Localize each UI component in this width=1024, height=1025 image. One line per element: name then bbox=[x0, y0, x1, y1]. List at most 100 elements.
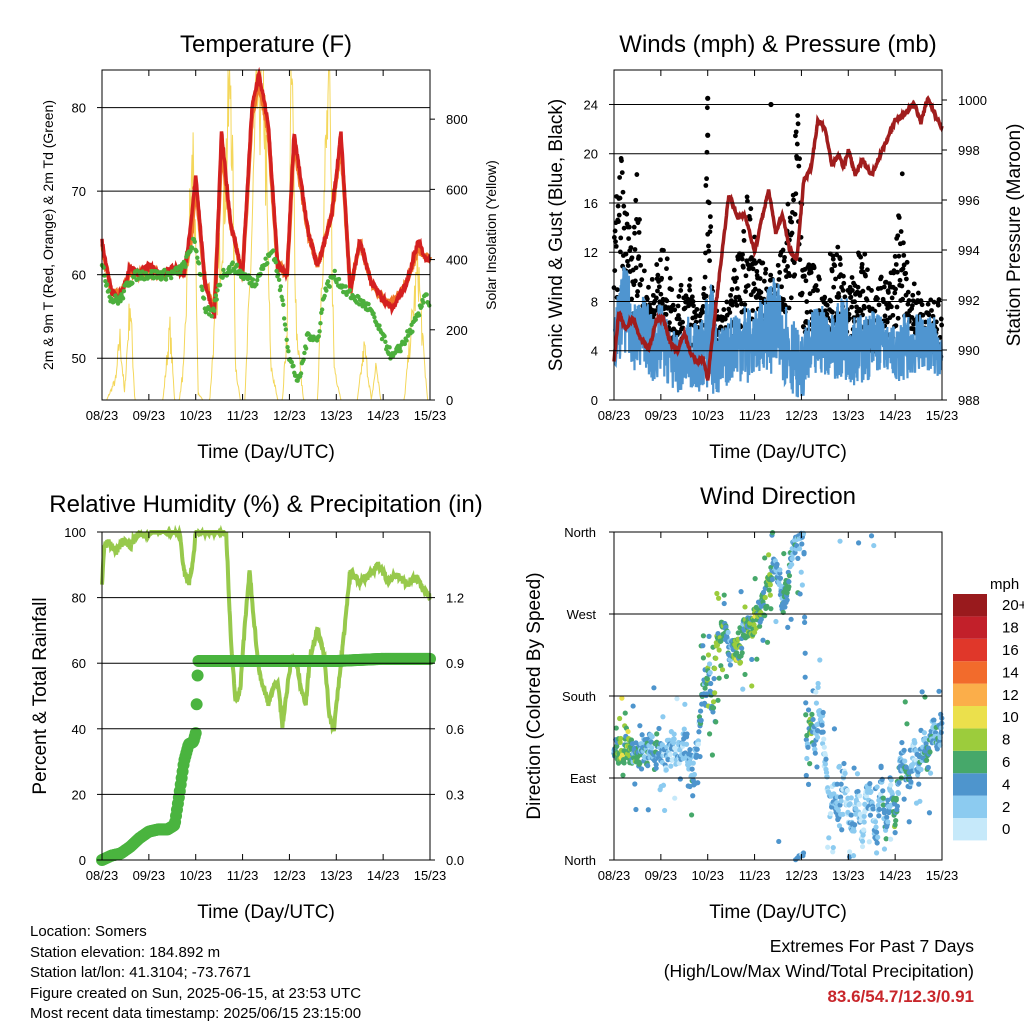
gust-point bbox=[705, 95, 711, 101]
gust-point bbox=[793, 129, 799, 135]
direction-point bbox=[861, 819, 867, 825]
dewpoint-point bbox=[211, 308, 217, 313]
direction-point bbox=[666, 737, 672, 743]
direction-point bbox=[785, 624, 791, 630]
gust-point bbox=[925, 301, 931, 307]
direction-point bbox=[651, 757, 658, 764]
gust-point bbox=[938, 316, 944, 322]
direction-point bbox=[714, 590, 720, 597]
gust-point bbox=[889, 295, 895, 301]
temperature-left-ticks: 50 60 70 80 bbox=[72, 101, 430, 366]
dewpoint-point bbox=[325, 279, 331, 284]
direction-point bbox=[637, 723, 643, 729]
direction-point bbox=[871, 542, 877, 549]
gust-point bbox=[885, 290, 891, 295]
direction-point bbox=[802, 674, 808, 680]
y-tick-label: 16 bbox=[584, 196, 598, 211]
colorbar-swatch bbox=[953, 795, 987, 818]
gust-point bbox=[833, 276, 838, 282]
y-tick-label: South bbox=[562, 689, 596, 704]
dewpoint-point bbox=[278, 284, 284, 289]
direction-left-ticks: North East South West North bbox=[562, 525, 942, 868]
direction-point bbox=[702, 685, 708, 691]
direction-point bbox=[936, 688, 942, 694]
dewpoint-point bbox=[284, 337, 289, 342]
gust-point bbox=[847, 316, 852, 321]
direction-point bbox=[837, 538, 843, 544]
direction-point bbox=[742, 671, 748, 678]
x-tick-label: 10/23 bbox=[179, 868, 212, 883]
direction-point bbox=[637, 760, 643, 766]
gust-point bbox=[893, 262, 899, 267]
y-tick-label: North bbox=[564, 525, 596, 540]
direction-point bbox=[764, 639, 771, 645]
direction-point bbox=[857, 793, 863, 799]
gust-point bbox=[741, 228, 747, 234]
gust-point bbox=[893, 323, 899, 329]
y-tick-label-right: 1000 bbox=[958, 93, 987, 108]
gust-point bbox=[894, 304, 900, 310]
direction-point bbox=[786, 584, 792, 590]
direction-point bbox=[851, 828, 857, 834]
direction-point bbox=[758, 616, 764, 622]
x-tick-label: 15/23 bbox=[926, 868, 959, 883]
direction-point bbox=[777, 575, 784, 581]
direction-point bbox=[893, 797, 899, 803]
gust-point bbox=[655, 272, 661, 278]
direction-point bbox=[813, 700, 820, 706]
gust-point bbox=[661, 248, 666, 253]
y-tick-label-right: 0.3 bbox=[446, 787, 464, 802]
direction-point bbox=[813, 689, 819, 695]
gust-point bbox=[875, 296, 880, 302]
dewpoint-point bbox=[192, 239, 197, 245]
dewpoint-point bbox=[402, 341, 407, 347]
direction-panel: Wind Direction 08/23 09/23 10/23 11/23 12/23… bbox=[524, 483, 1024, 923]
gust-point bbox=[788, 295, 794, 301]
dewpoint-point bbox=[263, 256, 268, 261]
direction-point bbox=[656, 725, 662, 732]
direction-point bbox=[894, 803, 900, 809]
direction-point bbox=[805, 744, 811, 750]
gust-point bbox=[813, 283, 819, 288]
gust-point bbox=[793, 133, 798, 139]
direction-point bbox=[715, 595, 722, 601]
gust-point bbox=[654, 262, 660, 267]
direction-point bbox=[803, 712, 809, 718]
y-tick-label-right: 998 bbox=[958, 143, 980, 158]
direction-point bbox=[667, 752, 673, 758]
dewpoint-point bbox=[416, 313, 422, 318]
direction-point bbox=[660, 714, 666, 720]
gust-point bbox=[705, 132, 711, 138]
direction-point bbox=[632, 781, 638, 787]
colorbar-unit: mph bbox=[990, 576, 1019, 593]
gust-point bbox=[900, 296, 906, 302]
gust-point bbox=[618, 235, 624, 241]
gust-point bbox=[899, 283, 905, 289]
x-tick-label: 15/23 bbox=[926, 408, 959, 423]
direction-point bbox=[802, 619, 808, 626]
y-tick-label: 4 bbox=[591, 344, 598, 359]
gust-point bbox=[707, 214, 713, 220]
direction-point bbox=[789, 561, 795, 568]
direction-point bbox=[711, 676, 717, 682]
direction-point bbox=[836, 763, 843, 769]
colorbar-label: 12 bbox=[1002, 687, 1019, 704]
gust-point bbox=[621, 203, 627, 209]
gust-point bbox=[689, 294, 695, 300]
direction-point bbox=[855, 540, 862, 546]
y-tick-label-right: 0.6 bbox=[446, 722, 464, 737]
direction-point bbox=[695, 780, 701, 786]
direction-point bbox=[850, 853, 857, 859]
x-tick-label: 13/23 bbox=[832, 868, 865, 883]
gust-point bbox=[802, 273, 807, 279]
direction-point bbox=[805, 707, 812, 713]
colorbar-label: 20+ bbox=[1002, 597, 1024, 614]
gust-point bbox=[849, 275, 855, 280]
gust-point bbox=[862, 305, 867, 311]
gust-point bbox=[898, 229, 904, 234]
y-tick-label: 50 bbox=[72, 351, 86, 366]
direction-point bbox=[750, 618, 757, 624]
dewpoint-point bbox=[209, 314, 214, 319]
gust-point bbox=[777, 270, 783, 275]
direction-point bbox=[662, 807, 668, 814]
